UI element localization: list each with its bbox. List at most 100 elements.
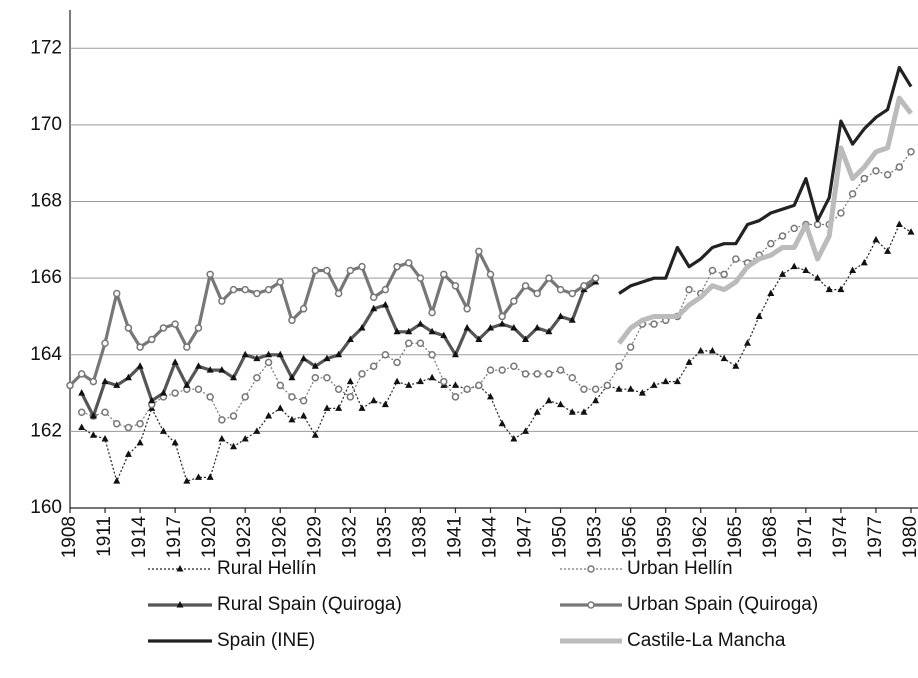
data-point [779,270,787,277]
x-tick-label: 1962 [690,516,711,558]
data-point [300,354,308,362]
data-point [404,339,413,348]
data-point [626,343,635,351]
data-point [241,285,249,294]
legend-marker [587,601,595,609]
data-point [557,400,565,408]
data-point [463,323,471,331]
data-point [767,239,775,248]
series-line [81,223,912,482]
legend-label: Urban Hellín [627,558,733,579]
data-point [311,374,320,382]
x-tick-label: 1911 [94,516,115,557]
data-point [451,282,460,290]
data-point [416,339,425,348]
data-point [498,312,506,321]
data-point [463,305,471,313]
series-line [80,280,597,418]
data-point [510,297,518,305]
data-point [556,366,565,374]
data-point [393,262,401,271]
data-point [428,308,436,317]
x-tick-label: 1920 [199,516,220,558]
data-point [381,300,389,308]
data-point [486,392,494,400]
data-point [860,258,868,266]
data-point [405,327,413,335]
data-point [393,377,401,385]
data-point [299,305,308,313]
data-point [159,389,167,396]
data-point [510,323,518,331]
x-tick-label: 1965 [725,516,746,558]
data-point [416,320,424,327]
data-point [416,274,425,282]
x-tick-label: 1956 [620,516,641,558]
data-point [264,285,273,294]
x-tick-label: 1929 [304,516,325,558]
data-point [872,235,880,243]
data-point [288,415,296,423]
legend-label: Rural Hellín [217,558,316,579]
data-point [206,393,214,401]
x-tick-label: 1935 [374,516,395,558]
data-point [311,431,319,438]
data-point [323,266,331,275]
y-tick-label: 162 [30,420,62,441]
data-point [837,209,845,217]
data-point [451,381,459,388]
data-point [171,389,179,397]
data-point [521,370,530,378]
data-point [89,377,98,386]
data-point [743,339,751,346]
data-point [89,412,97,419]
data-point [159,427,167,434]
data-point [872,167,880,175]
data-point [136,362,144,369]
data-point [370,396,378,404]
series-line [68,249,597,387]
data-point [580,385,588,393]
data-point [148,396,156,404]
data-point [311,266,320,275]
x-tick-label: 1938 [409,516,430,558]
data-point [767,289,775,296]
data-point [522,335,530,342]
data-point [77,370,86,378]
data-point [720,270,728,279]
data-point [475,335,483,342]
x-tick-label: 1974 [830,516,851,559]
data-point [218,416,226,424]
data-point [568,289,577,298]
data-point [521,282,530,290]
data-point [346,335,354,342]
data-point [848,190,857,198]
data-point [591,385,600,393]
x-tick-label: 1968 [760,516,781,558]
data-point [253,427,261,434]
data-point [194,473,202,480]
data-point [381,400,389,408]
data-point [101,408,109,416]
data-point [358,370,366,378]
data-point [545,274,553,282]
x-tick-label: 1908 [59,516,80,558]
data-point [265,350,273,358]
y-tick-label: 166 [30,267,62,288]
data-point [206,270,214,279]
data-point [101,435,109,442]
data-point [323,354,331,362]
x-tick-label: 1980 [900,516,918,558]
data-point [334,385,343,393]
data-point [241,350,249,358]
y-tick-label: 172 [30,37,62,58]
data-point [381,285,390,294]
data-point [627,385,635,392]
x-tick-label: 1944 [480,516,501,559]
series-line [618,65,913,295]
data-point [533,323,541,331]
data-point [755,312,763,319]
data-point [498,419,506,427]
data-point [860,174,869,183]
data-point [171,438,179,446]
